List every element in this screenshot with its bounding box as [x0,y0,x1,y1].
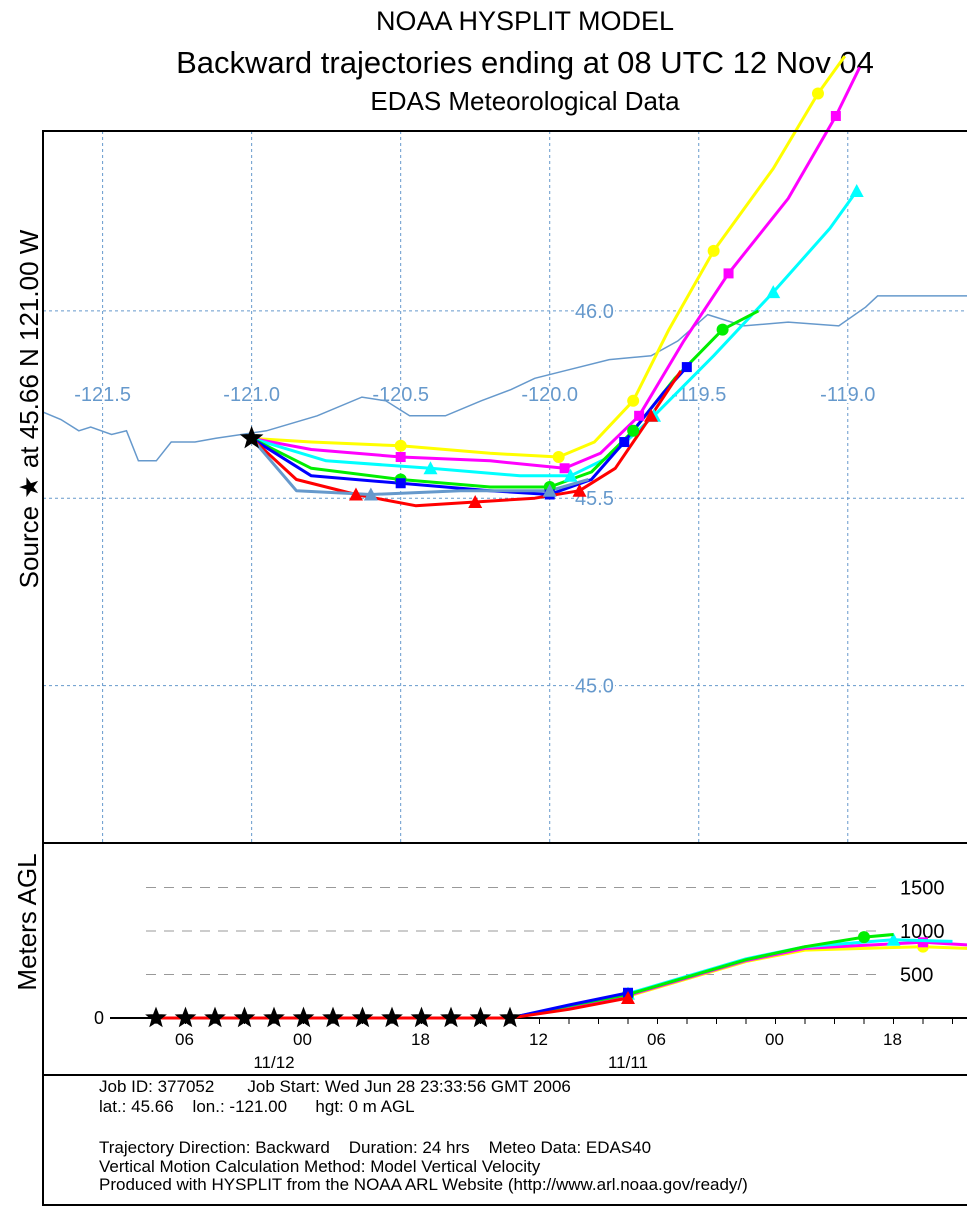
height-trace-marker [858,931,870,944]
height-trace [156,938,953,1020]
trajectory-line [251,190,858,478]
chart-subtitle: Backward trajectories ending at 08 UTC 1… [176,45,874,80]
trajectory-marker [619,437,630,448]
time-tick-label: 12 [529,1030,548,1049]
height-trace-marker [918,937,928,948]
trajectory-line [251,55,847,459]
source-location-label: Source ★ at 45.66 N 121.00 W [14,229,44,588]
time-tick-label: 06 [175,1030,194,1049]
time-tick-label: 00 [293,1030,312,1049]
height-source-star [410,1006,433,1028]
info-produced-line: Produced with HYSPLIT from the NOAA ARL … [99,1175,748,1194]
map-panel: -121.5-121.0-120.5-120.0-119.5-119.0-118… [42,55,967,843]
height-tick-label: 0 [94,1008,104,1028]
trajectory-marker [811,87,824,100]
info-location-line: lat.: 45.66 lon.: -121.00 hgt: 0 m AGL [99,1097,415,1116]
height-source-star [174,1006,197,1028]
height-source-star [292,1006,315,1028]
trajectory-marker [542,483,557,497]
trajectory-marker [563,468,578,482]
trajectory-marker [849,183,864,197]
trajectory-marker [634,410,645,421]
trajectory-marker [681,362,692,373]
trajectory-marker [423,461,438,475]
info-job-line: Job ID: 377052 Job Start: Wed Jun 28 23:… [99,1077,571,1096]
trajectory-line [250,369,683,508]
time-tick-label: 18 [411,1030,430,1049]
height-source-star [145,1006,167,1028]
date-label: 11/12 [253,1053,294,1072]
height-source-star [499,1006,521,1028]
longitude-label: -121.0 [223,384,280,406]
trajectory-marker [627,424,640,437]
height-tick-label: 500 [900,965,933,987]
trajectory-marker [644,408,659,422]
height-source-star [204,1006,226,1028]
height-trace [156,933,894,1020]
info-direction-line: Trajectory Direction: Backward Duration:… [99,1138,652,1157]
info-vertical-motion-line: Vertical Motion Calculation Method: Mode… [99,1157,541,1176]
time-tick-label: 00 [765,1030,784,1049]
info-frame [42,1074,967,1206]
longitude-label: -119.5 [671,384,726,406]
height-source-star [233,1006,256,1028]
trajectory-marker [395,452,406,463]
longitude-label: -120.5 [372,384,429,406]
trajectory-marker [716,323,729,336]
trajectory-marker [468,494,483,508]
trajectory-marker [707,244,720,257]
height-axis-label: Meters AGL [12,853,42,990]
trajectory-marker [395,478,406,489]
height-tick-label: 1500 [900,878,945,900]
height-tick-label: 1000 [900,921,945,943]
trajectory-marker [572,483,587,497]
trajectory-marker [627,394,640,407]
height-trace-marker [886,932,901,946]
height-source-star [263,1006,285,1028]
height-source-star [469,1006,492,1028]
height-source-star [381,1006,403,1028]
trajectory-marker [766,285,781,299]
state-border-line [42,295,967,462]
trajectory-line [251,66,862,470]
trajectory-marker [394,439,407,452]
chart-title: NOAA HYSPLIT MODEL [375,6,675,36]
height-source-star [351,1006,374,1028]
data-source-label: EDAS Meteorological Data [370,86,680,116]
height-source-star [322,1006,344,1028]
trajectory-marker [363,487,378,501]
time-tick-label: 06 [647,1030,666,1049]
time-tick-label: 18 [883,1030,902,1049]
longitude-label: -120.0 [521,384,578,406]
trajectory-marker [723,268,734,279]
latitude-label: 45.0 [575,676,614,698]
trajectory-marker [348,487,363,501]
trajectory-marker [559,463,570,474]
source-star [239,425,264,449]
date-label: 11/11 [608,1053,648,1072]
trajectory-line [250,437,589,496]
latitude-label: 46.0 [575,301,614,323]
trajectory-marker [830,111,841,122]
longitude-label: -121.5 [74,384,131,406]
longitude-label: -119.0 [820,384,875,406]
height-trace-marker [621,990,635,1004]
trajectory-marker [552,451,565,464]
height-source-star [440,1006,462,1028]
